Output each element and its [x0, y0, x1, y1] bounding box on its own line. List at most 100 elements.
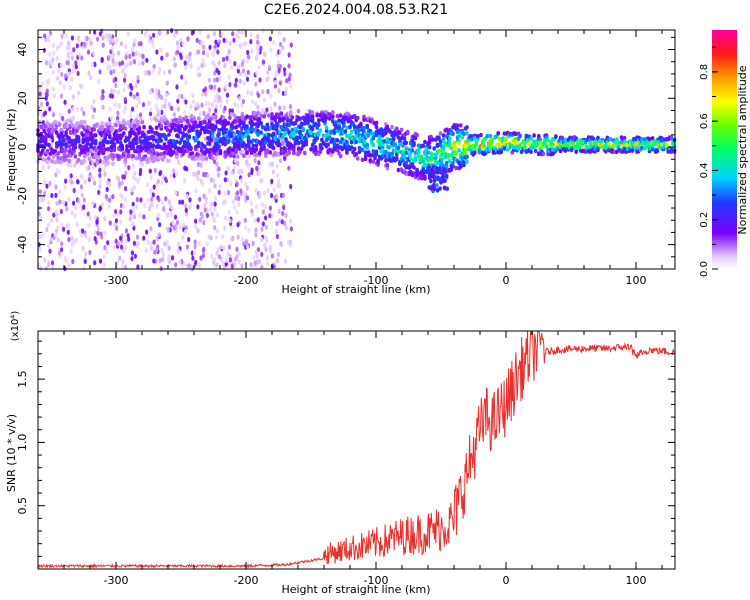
- spectrogram-cell: [159, 47, 163, 53]
- spectrogram-cell: [254, 249, 259, 255]
- spectrogram-cell: [371, 136, 376, 141]
- spectrogram-cell: [455, 129, 460, 135]
- spectrogram-cell: [137, 130, 142, 135]
- spectrogram-cell: [89, 131, 93, 136]
- spectrogram-cell: [184, 203, 188, 209]
- spectrogram-cell: [174, 171, 178, 177]
- spectrogram-cell: [363, 150, 368, 155]
- spectrogram-cell: [276, 63, 280, 69]
- spectrogram-cell: [196, 140, 201, 145]
- spectrogram-cell: [65, 206, 69, 212]
- spectrogram-cell: [251, 99, 255, 105]
- spectrogram-cell: [83, 119, 87, 125]
- spectrogram-cell: [70, 76, 74, 82]
- spectrogram-cell: [183, 60, 187, 66]
- spectrogram-cell: [159, 138, 163, 143]
- spectrogram-cell: [64, 142, 68, 147]
- spectrogram-cell: [261, 59, 266, 65]
- spectrogram-cell: [204, 91, 208, 97]
- spectrogram-cell: [184, 80, 188, 86]
- spectrogram-cell: [123, 77, 127, 83]
- spectrogram-cell: [158, 222, 162, 228]
- spectrogram-cell: [210, 134, 215, 139]
- spectrogram-cell: [459, 164, 463, 169]
- spectrogram-cell: [67, 263, 71, 269]
- spectrogram-cell: [165, 127, 170, 133]
- spectrogram-cell: [220, 31, 224, 37]
- spectrogram-cell: [377, 135, 382, 140]
- spectrogram-cell: [205, 212, 209, 218]
- spectrogram-cell: [271, 131, 276, 136]
- spectrogram-cell: [435, 188, 440, 193]
- spectrogram-cell: [189, 145, 193, 151]
- spectrogram-cell: [292, 147, 296, 153]
- spectrogram-cell: [204, 100, 208, 106]
- spectrogram-cell: [103, 215, 107, 222]
- spectrogram-cell: [265, 148, 270, 153]
- spectrogram-cell: [117, 50, 121, 56]
- spectrogram-cell: [196, 176, 200, 182]
- spectrogram-cell: [43, 33, 47, 39]
- spectrogram-cell: [246, 135, 251, 140]
- spectrogram-cell: [234, 256, 238, 262]
- spectrogram-cell: [416, 150, 421, 156]
- spectrogram-cell: [303, 121, 307, 126]
- spectrogram-cell: [148, 111, 153, 117]
- spectrogram-cell: [444, 164, 449, 169]
- spectrogram-x-label: Height of straight line (km): [281, 283, 430, 296]
- spectrogram-cell: [282, 146, 287, 151]
- spectrogram-cell: [264, 224, 268, 230]
- spectrogram-cell: [268, 213, 272, 219]
- spectrogram-cell: [89, 74, 93, 81]
- spectrogram-cell: [382, 139, 387, 144]
- spectrogram-cell: [149, 188, 153, 194]
- spectrogram-cell: [424, 146, 429, 151]
- spectrogram-cell: [82, 41, 86, 47]
- spectrogram-cell: [101, 143, 106, 148]
- spectrogram-cell: [167, 158, 171, 164]
- spectrogram-cell: [236, 234, 240, 240]
- spectrogram-cell: [105, 248, 109, 255]
- spectrogram-cell: [168, 69, 172, 75]
- spectrogram-cell: [284, 137, 288, 142]
- spectrogram-cell: [191, 92, 195, 98]
- spectrogram-cell: [276, 182, 280, 189]
- spectrogram-cell: [45, 88, 49, 94]
- spectrogram-cell: [131, 145, 135, 150]
- spectrogram-cell: [248, 115, 252, 121]
- spectrogram-cell: [200, 146, 204, 151]
- spectrogram-cell: [52, 235, 56, 241]
- spectrogram-cell: [82, 265, 86, 271]
- spectrogram-cell: [245, 76, 250, 82]
- spectrogram-cell: [178, 37, 183, 44]
- spectrogram-cell: [137, 126, 142, 131]
- spectrogram-cell: [212, 159, 217, 165]
- spectrogram-cell: [164, 196, 168, 202]
- spectrogram-cell: [574, 149, 578, 154]
- spectrogram-cell: [107, 204, 111, 210]
- spectrogram-cell: [164, 134, 168, 140]
- spectrogram-cell: [86, 152, 90, 157]
- spectrogram-cell: [179, 148, 184, 153]
- spectrogram-cell: [65, 118, 70, 124]
- spectrogram-cell: [201, 126, 206, 132]
- spectrogram-cell: [222, 37, 226, 43]
- spectrogram-cell: [48, 51, 52, 58]
- spectrogram-cell: [150, 38, 154, 44]
- spectrogram-cell: [499, 149, 504, 155]
- spectrogram-cell: [529, 149, 533, 154]
- spectrogram-cell: [120, 60, 125, 66]
- spectrogram-cell: [245, 114, 249, 119]
- spectrogram-cell: [52, 50, 56, 57]
- spectrogram-cell: [340, 137, 345, 142]
- spectrogram-cell: [490, 140, 494, 145]
- spectrogram-cell: [173, 145, 178, 150]
- spectrogram-cell: [430, 169, 435, 175]
- spectrogram-cell: [596, 146, 600, 151]
- spectrogram-cell: [139, 112, 143, 118]
- spectrogram-cell: [277, 178, 281, 184]
- snr-frame: [37, 330, 676, 570]
- spectrogram-cell: [421, 167, 426, 172]
- spectrogram-cell: [246, 142, 251, 147]
- spectrogram-cell: [527, 141, 532, 146]
